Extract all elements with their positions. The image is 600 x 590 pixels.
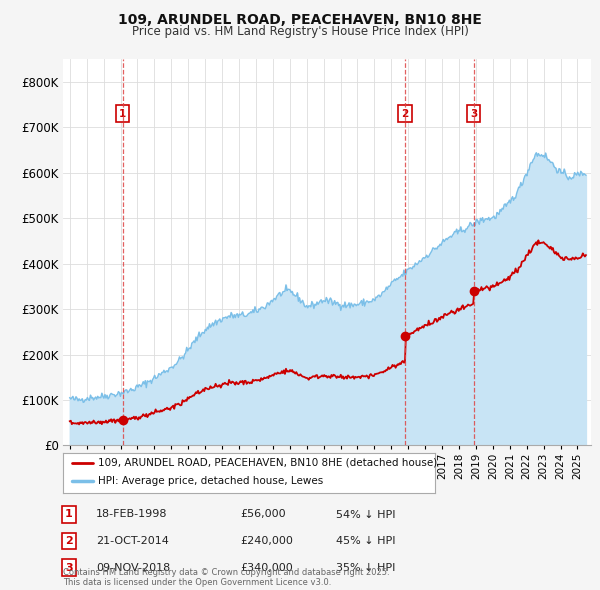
Text: 3: 3 — [65, 563, 73, 572]
Text: 18-FEB-1998: 18-FEB-1998 — [96, 510, 167, 519]
Text: £240,000: £240,000 — [240, 536, 293, 546]
Text: 1: 1 — [65, 510, 73, 519]
Text: 35% ↓ HPI: 35% ↓ HPI — [336, 563, 395, 572]
Text: 54% ↓ HPI: 54% ↓ HPI — [336, 510, 395, 519]
Text: £340,000: £340,000 — [240, 563, 293, 572]
Text: 2: 2 — [65, 536, 73, 546]
Text: 109, ARUNDEL ROAD, PEACEHAVEN, BN10 8HE: 109, ARUNDEL ROAD, PEACEHAVEN, BN10 8HE — [118, 13, 482, 27]
Text: 21-OCT-2014: 21-OCT-2014 — [96, 536, 169, 546]
Text: Contains HM Land Registry data © Crown copyright and database right 2025.
This d: Contains HM Land Registry data © Crown c… — [63, 568, 389, 587]
Text: 1: 1 — [119, 109, 126, 119]
Text: 109, ARUNDEL ROAD, PEACEHAVEN, BN10 8HE (detached house): 109, ARUNDEL ROAD, PEACEHAVEN, BN10 8HE … — [98, 458, 437, 467]
Text: 09-NOV-2018: 09-NOV-2018 — [96, 563, 170, 572]
Text: 3: 3 — [470, 109, 477, 119]
Text: 45% ↓ HPI: 45% ↓ HPI — [336, 536, 395, 546]
Text: £56,000: £56,000 — [240, 510, 286, 519]
Text: Price paid vs. HM Land Registry's House Price Index (HPI): Price paid vs. HM Land Registry's House … — [131, 25, 469, 38]
Text: 2: 2 — [401, 109, 409, 119]
Text: HPI: Average price, detached house, Lewes: HPI: Average price, detached house, Lewe… — [98, 476, 323, 486]
